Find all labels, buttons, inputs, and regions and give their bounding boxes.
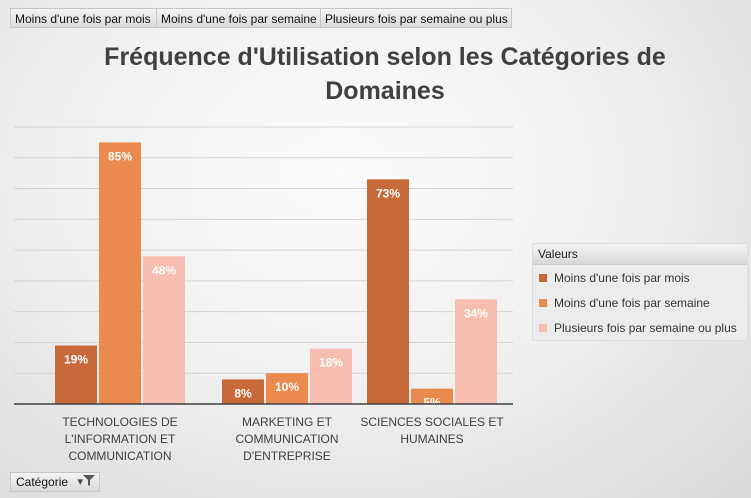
bar[interactable] bbox=[222, 379, 264, 404]
data-label: 34% bbox=[464, 306, 488, 320]
legend-item-weekly[interactable]: Moins d'une fois par semaine bbox=[533, 290, 747, 315]
data-label: 48% bbox=[152, 263, 176, 277]
x-tick-label: MARKETING ET COMMUNICATION D'ENTREPRISE bbox=[235, 415, 338, 463]
legend-swatch-monthly bbox=[539, 273, 547, 282]
data-label: 18% bbox=[319, 356, 343, 370]
data-label: 73% bbox=[376, 186, 400, 200]
bar[interactable] bbox=[455, 299, 497, 404]
bar[interactable] bbox=[310, 348, 352, 404]
legend-header[interactable]: Valeurs bbox=[533, 244, 747, 265]
filter-dropdown-icon: ▾ bbox=[77, 473, 95, 491]
data-label: 85% bbox=[108, 149, 132, 163]
legend-swatch-several-weekly bbox=[539, 323, 547, 332]
x-tick-label: TECHNOLOGIES DE L'INFORMATION ET COMMUNICA… bbox=[62, 415, 177, 463]
bar[interactable] bbox=[55, 345, 97, 404]
bar[interactable] bbox=[99, 142, 141, 404]
legend-swatch-weekly bbox=[539, 298, 547, 307]
data-label: 10% bbox=[275, 380, 299, 394]
legend: Valeurs Moins d'une fois par mois Moins … bbox=[532, 243, 748, 341]
legend-item-monthly[interactable]: Moins d'une fois par mois bbox=[533, 265, 747, 290]
bar[interactable] bbox=[266, 373, 308, 404]
field-button-weekly[interactable]: Moins d'une fois par semaine bbox=[156, 8, 320, 28]
bar[interactable] bbox=[411, 388, 453, 404]
field-button-monthly[interactable]: Moins d'une fois par mois bbox=[10, 8, 156, 28]
data-label: 5% bbox=[423, 396, 441, 410]
legend-item-several-weekly[interactable]: Plusieurs fois par semaine ou plus bbox=[533, 315, 747, 340]
legend-label: Moins d'une fois par mois bbox=[554, 270, 690, 285]
category-filter-label: Catégorie bbox=[16, 475, 69, 489]
legend-label: Plusieurs fois par semaine ou plus bbox=[554, 320, 737, 335]
chart-title: Fréquence d'Utilisation selon les Catégo… bbox=[104, 43, 666, 105]
field-button-several-weekly[interactable]: Plusieurs fois par semaine ou plus bbox=[320, 8, 512, 28]
bar[interactable] bbox=[143, 256, 185, 404]
bar[interactable] bbox=[367, 179, 409, 404]
category-filter-button[interactable]: Catégorie ▾ bbox=[10, 472, 100, 492]
data-label: 19% bbox=[64, 353, 88, 367]
x-tick-label: SCIENCES SOCIALES ET HUMAINES bbox=[360, 415, 504, 446]
pivot-field-buttons: Moins d'une fois par mois Moins d'une fo… bbox=[10, 8, 512, 28]
data-label: 8% bbox=[234, 386, 252, 400]
legend-label: Moins d'une fois par semaine bbox=[554, 295, 710, 310]
